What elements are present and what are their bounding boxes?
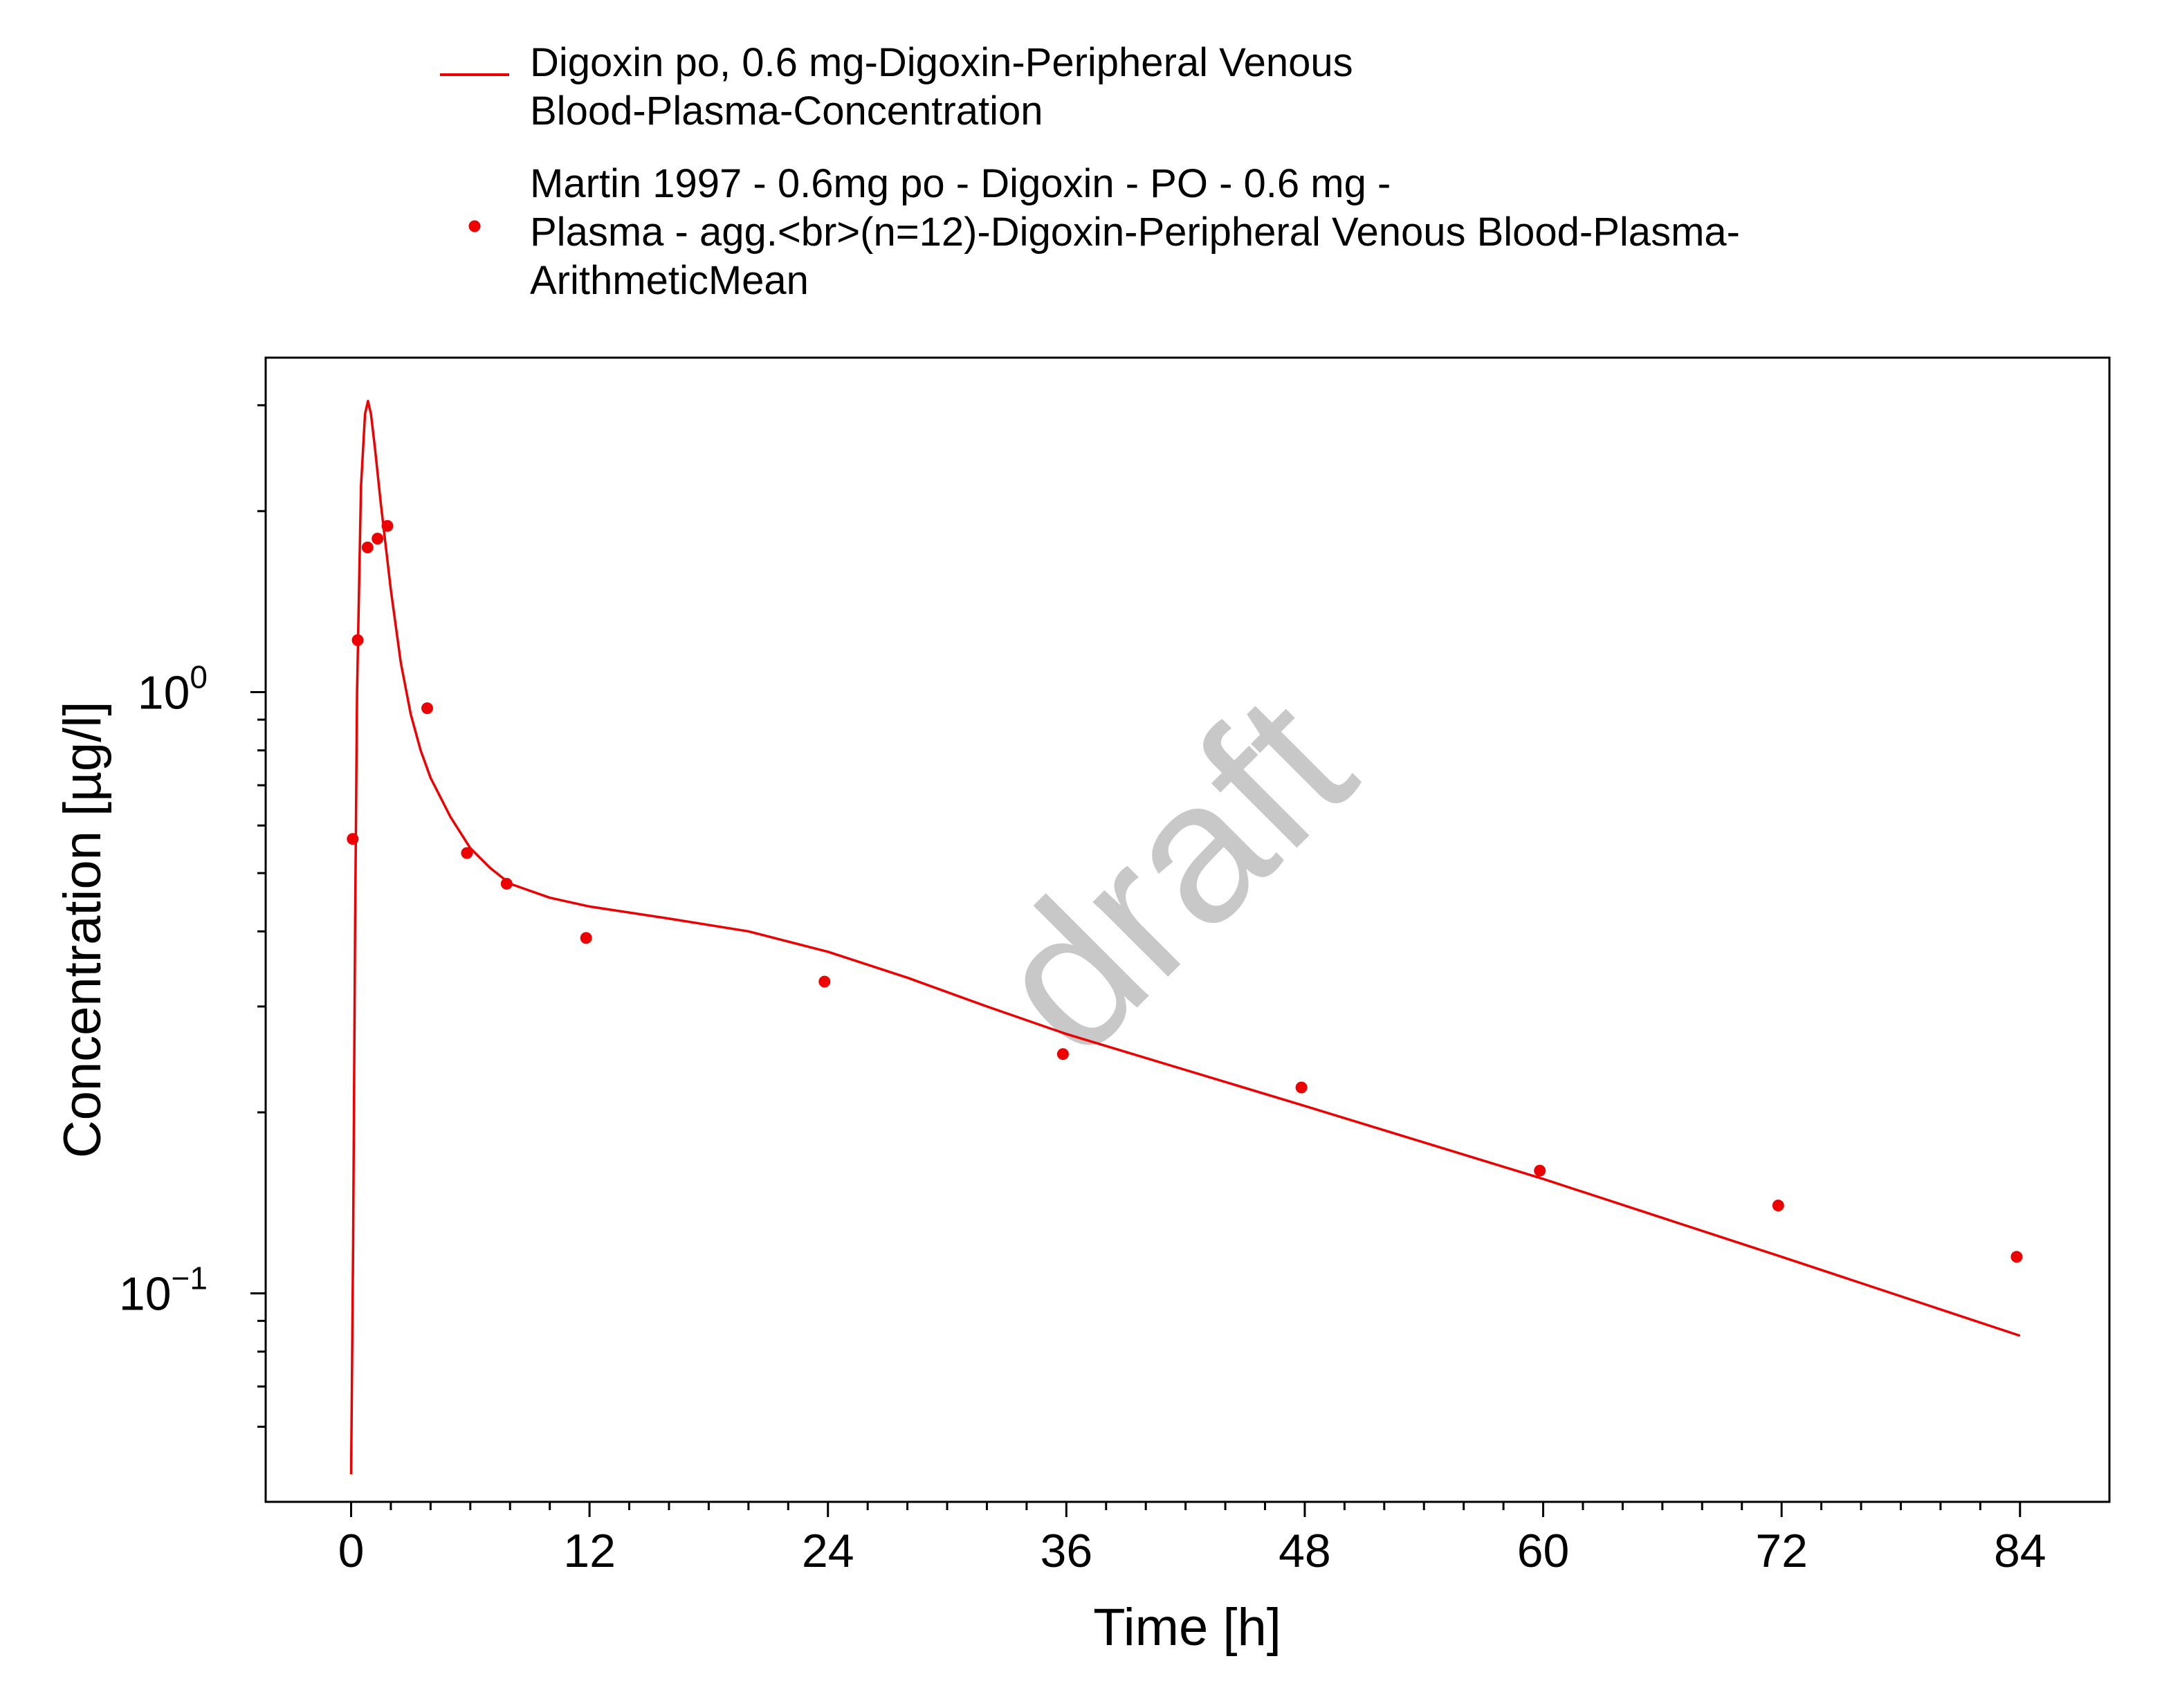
x-tick-label: 72 [1755,1525,1808,1577]
legend-text-line: Martin 1997 - 0.6mg po - Digoxin - PO - … [530,161,1391,206]
data-point-observed [372,533,384,545]
data-point-observed [2010,1251,2023,1263]
legend-marker-swatch [468,220,481,232]
y-tick-base: 10 [119,1268,172,1321]
data-point-observed [381,520,394,532]
legend-text-line: ArithmeticMean [530,258,809,303]
y-tick-label: 10−1 [119,1260,208,1321]
y-tick-exponent: −1 [172,1260,208,1296]
x-tick-label: 60 [1517,1525,1570,1577]
data-point-observed [1056,1048,1069,1060]
data-point-observed [580,932,592,944]
data-point-observed [347,833,359,845]
watermark-text: draft [951,653,1394,1096]
data-point-observed [818,975,831,988]
data-point-observed [1295,1081,1308,1094]
data-point-observed [1534,1164,1546,1177]
x-axis-label: Time [h] [1093,1598,1281,1657]
plot-area [347,399,2023,1475]
x-tick-label: 36 [1041,1525,1093,1577]
data-point-observed [361,541,374,553]
y-tick-exponent: 0 [190,659,208,695]
legend-text-line: Blood-Plasma-Concentration [530,89,1043,134]
y-tick-base: 10 [138,666,190,719]
legend-entry-observed: Martin 1997 - 0.6mg po - Digoxin - PO - … [530,161,1740,303]
y-axis-label: Concentration [µg/l] [53,701,112,1159]
plot-frame [264,356,2111,1503]
legend-entry-simulation: Digoxin po, 0.6 mg-Digoxin-Peripheral Ve… [530,40,1353,134]
data-point-observed [461,847,473,859]
data-point-observed [1772,1200,1784,1212]
series-line-simulation [349,399,2021,1475]
data-point-observed [500,878,513,890]
x-tick-label: 12 [563,1525,616,1577]
y-tick-label: 100 [138,659,208,719]
x-tick-label: 48 [1279,1525,1331,1577]
legend-text-line: Plasma - agg.<br>(n=12)-Digoxin-Peripher… [530,210,1740,255]
legend-text-line: Digoxin po, 0.6 mg-Digoxin-Peripheral Ve… [530,40,1353,85]
x-tick-label: 24 [802,1525,854,1577]
x-tick-label: 0 [338,1525,365,1577]
x-tick-label: 84 [1994,1525,2046,1577]
legend: Digoxin po, 0.6 mg-Digoxin-Peripheral Ve… [440,40,1740,303]
data-point-observed [351,634,364,646]
x-axis: 0 12 24 36 48 60 72 84 [338,1502,2046,1577]
data-point-observed [421,702,433,715]
